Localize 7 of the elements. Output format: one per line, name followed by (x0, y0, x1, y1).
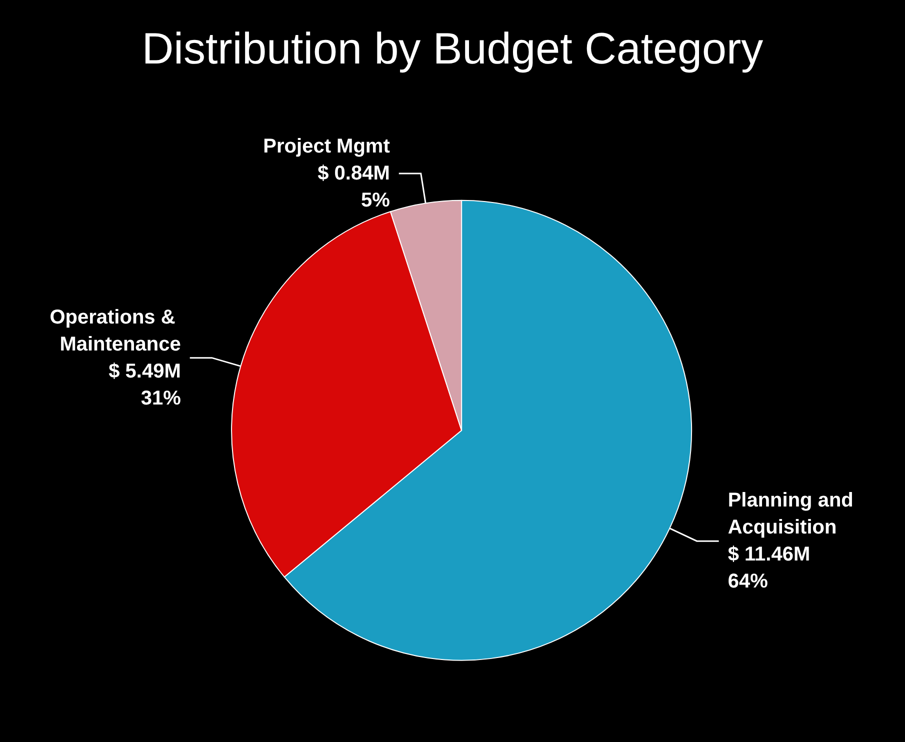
data-label: $ 5.49M 31% (108, 360, 182, 410)
data-label: $ 11.46M 64% (728, 544, 810, 593)
slice-label: Project Mgmt (263, 136, 390, 158)
chart-title: Distribution by Budget Category (142, 24, 764, 74)
slice-label: Operations & Maintenance (50, 306, 181, 356)
data-label: $ 0.84M 5% (318, 162, 390, 212)
slice-label: Planning and Acquisition (728, 490, 859, 539)
